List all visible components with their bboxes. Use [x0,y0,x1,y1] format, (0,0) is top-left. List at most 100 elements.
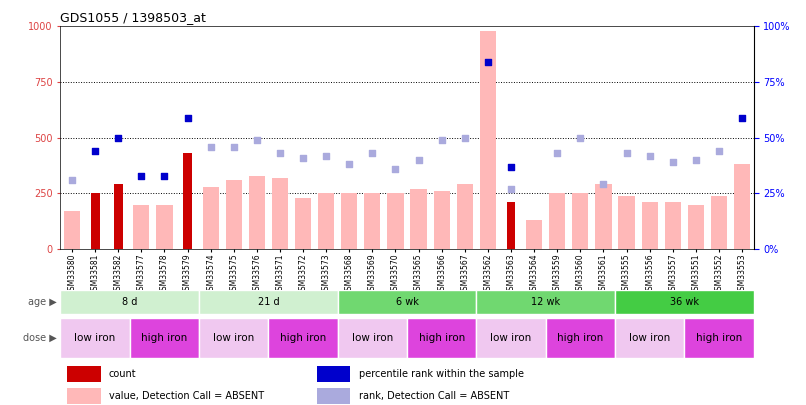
Bar [202,187,218,249]
Text: rank, Detection Call = ABSENT: rank, Detection Call = ABSENT [359,391,509,401]
Point [204,143,217,150]
Point [251,137,264,143]
Point [412,157,425,163]
Bar [596,185,612,249]
Bar [268,318,338,358]
Bar [480,31,496,249]
Text: low iron: low iron [490,333,532,343]
Text: high iron: high iron [141,333,188,343]
Bar [407,318,476,358]
Point [65,177,78,183]
Text: dose ▶: dose ▶ [23,333,56,343]
Text: 6 wk: 6 wk [396,297,418,307]
Bar [114,185,123,249]
Bar [546,318,615,358]
Point [435,137,448,143]
Text: low iron: low iron [213,333,255,343]
Point [389,166,402,172]
Bar [183,153,192,249]
Point [112,134,125,141]
Point [713,148,725,154]
Point [181,115,194,121]
Bar [457,185,473,249]
Bar [711,196,727,249]
Bar [199,318,268,358]
Text: 36 wk: 36 wk [670,297,699,307]
Bar [133,205,149,249]
Bar [684,318,754,358]
Bar [549,194,565,249]
Bar [410,189,426,249]
Bar [476,318,546,358]
Bar [338,318,407,358]
Point [689,157,702,163]
Text: low iron: low iron [74,333,116,343]
Bar [130,318,199,358]
Point [667,159,679,166]
Bar [341,194,357,249]
Text: percentile rank within the sample: percentile rank within the sample [359,369,524,379]
Point [366,150,379,157]
Text: high iron: high iron [418,333,465,343]
Bar [338,290,476,314]
Bar [90,194,100,249]
Text: age ▶: age ▶ [27,297,56,307]
Point [135,173,147,179]
Point [505,164,517,170]
Bar [434,191,450,249]
Point [481,59,494,65]
Bar [688,205,704,249]
Bar [526,220,542,249]
Bar [60,290,199,314]
Bar [615,290,754,314]
Point [320,152,333,159]
Text: value, Detection Call = ABSENT: value, Detection Call = ABSENT [109,391,264,401]
Bar [317,388,350,404]
Point [158,173,171,179]
Text: 8 d: 8 d [122,297,138,307]
Bar [734,164,750,249]
Point [736,115,749,121]
Bar [156,205,172,249]
Point [550,150,563,157]
Bar [318,194,334,249]
Bar [68,388,101,404]
Bar [60,318,130,358]
Bar [64,211,80,249]
Point [273,150,286,157]
Text: GDS1055 / 1398503_at: GDS1055 / 1398503_at [60,11,206,24]
Point [459,134,472,141]
Text: low iron: low iron [351,333,393,343]
Bar [199,290,338,314]
Text: high iron: high iron [280,333,326,343]
Point [597,181,610,188]
Point [89,148,102,154]
Point [574,134,587,141]
Bar [249,176,265,249]
Bar [272,178,288,249]
Bar [642,202,658,249]
Text: low iron: low iron [629,333,671,343]
Bar [572,194,588,249]
Text: count: count [109,369,136,379]
Bar [665,202,681,249]
Point [620,150,633,157]
Text: 21 d: 21 d [258,297,279,307]
Text: high iron: high iron [696,333,742,343]
Point [297,155,310,161]
Bar [68,366,101,382]
Bar [295,198,311,249]
Text: high iron: high iron [557,333,604,343]
Bar [388,194,404,249]
Bar [226,180,242,249]
Bar [364,194,380,249]
Bar [615,318,684,358]
Point [343,161,355,168]
Point [227,143,240,150]
Text: 12 wk: 12 wk [531,297,560,307]
Bar [476,290,615,314]
Point [643,152,656,159]
Bar [618,196,634,249]
Point [505,185,517,192]
Bar [506,202,516,249]
